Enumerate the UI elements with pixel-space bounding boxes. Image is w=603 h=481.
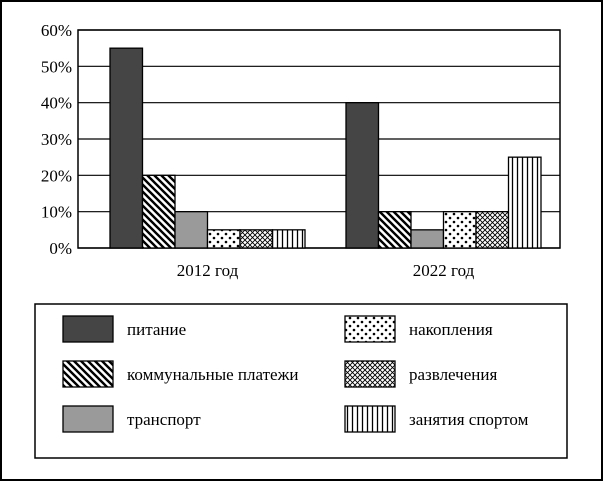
x-axis-category-labels: 2012 год 2022 год <box>177 261 475 280</box>
legend-label: транспорт <box>127 410 201 429</box>
bar <box>271 229 306 249</box>
legend-swatch <box>344 360 396 388</box>
legend: питание коммунальные платежи транспорт нако… <box>34 303 568 459</box>
bar <box>442 211 477 249</box>
legend-label: накопления <box>409 320 493 339</box>
y-tick-label: 0% <box>49 239 72 258</box>
bar <box>377 211 412 249</box>
y-tick-label: 20% <box>41 166 72 185</box>
y-tick-label: 30% <box>41 130 72 149</box>
bar <box>206 229 241 249</box>
y-tick-label: 60% <box>41 21 72 40</box>
legend-swatch <box>62 360 114 388</box>
x-category-label: 2012 год <box>177 261 239 280</box>
y-axis-tick-labels: 0% 10% 20% 30% 40% 50% 60% <box>41 21 72 258</box>
legend-label: развлечения <box>409 365 497 384</box>
legend-label: занятия спортом <box>409 410 529 429</box>
y-tick-label: 10% <box>41 203 72 222</box>
bar <box>109 47 144 249</box>
x-category-label: 2022 год <box>413 261 475 280</box>
legend-swatch <box>344 405 396 433</box>
bar <box>174 211 209 249</box>
bar <box>141 174 176 249</box>
legend-label: коммунальные платежи <box>127 365 298 384</box>
bar <box>507 156 542 249</box>
bar <box>475 211 510 249</box>
legend-swatch <box>344 315 396 343</box>
bar <box>239 229 274 249</box>
legend-label: питание <box>127 320 186 339</box>
legend-swatch <box>62 315 114 343</box>
bar <box>410 229 445 249</box>
y-tick-label: 40% <box>41 94 72 113</box>
bars <box>109 47 542 249</box>
legend-box <box>34 303 568 459</box>
legend-swatch <box>62 405 114 433</box>
bar <box>345 102 380 249</box>
y-tick-label: 50% <box>41 57 72 76</box>
